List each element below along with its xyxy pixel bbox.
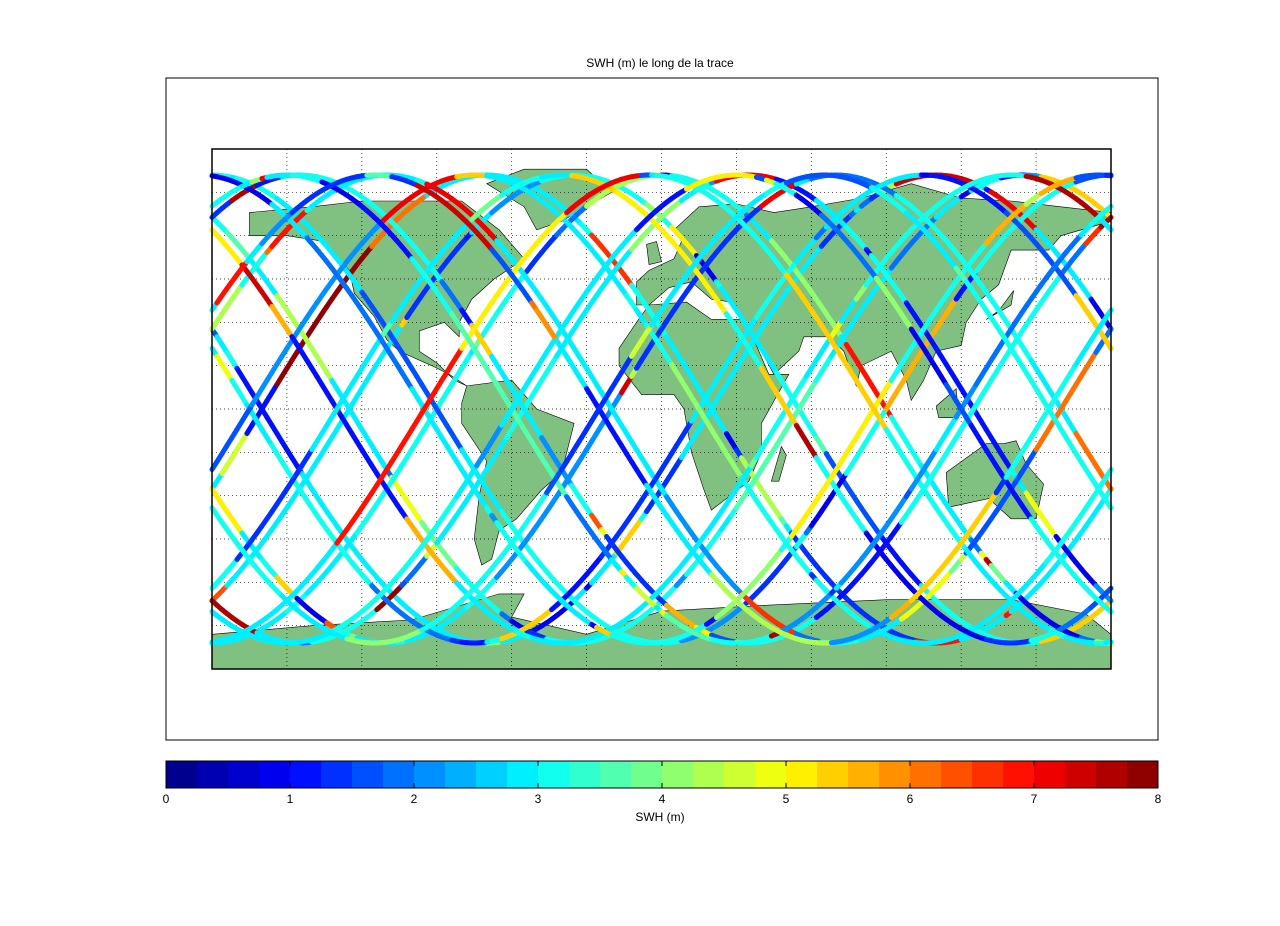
colorbar-swatch (724, 761, 756, 788)
colorbar-swatch (259, 761, 291, 788)
colorbar-swatch (414, 761, 446, 788)
colorbar-tick-label: 2 (411, 792, 418, 806)
chart-title: SWH (m) le long de la trace (586, 56, 734, 70)
colorbar-swatch (910, 761, 942, 788)
colorbar-swatch (879, 761, 911, 788)
colorbar-swatch (1034, 761, 1066, 788)
colorbar-swatch (817, 761, 849, 788)
colorbar-swatch (352, 761, 384, 788)
colorbar-swatch (600, 761, 632, 788)
colorbar-tick-label: 6 (907, 792, 914, 806)
colorbar-swatch (476, 761, 508, 788)
colorbar-tick-label: 4 (659, 792, 666, 806)
colorbar-swatch (197, 761, 229, 788)
colorbar-swatch (383, 761, 415, 788)
colorbar-tick-label: 0 (163, 792, 170, 806)
colorbar-tick-label: 1 (287, 792, 294, 806)
colorbar-label: SWH (m) (635, 810, 684, 824)
colorbar-swatch (1096, 761, 1128, 788)
colorbar-swatch (321, 761, 353, 788)
colorbar-swatch (290, 761, 322, 788)
colorbar-swatch (848, 761, 880, 788)
colorbar-swatch (166, 761, 198, 788)
colorbar-swatch (507, 761, 539, 788)
colorbar-swatch (693, 761, 725, 788)
colorbar-swatch (1003, 761, 1035, 788)
colorbar-swatch (445, 761, 477, 788)
colorbar-tick-label: 3 (535, 792, 542, 806)
colorbar-swatch (941, 761, 973, 788)
colorbar-swatch (538, 761, 570, 788)
colorbar-tick-label: 8 (1155, 792, 1162, 806)
colorbar-swatch (1065, 761, 1097, 788)
colorbar-swatch (972, 761, 1004, 788)
colorbar-swatch (228, 761, 260, 788)
colorbar-swatch (1127, 761, 1159, 788)
colorbar-tick-label: 5 (783, 792, 790, 806)
colorbar-swatch (755, 761, 787, 788)
colorbar-swatch (569, 761, 601, 788)
colorbar-swatch (631, 761, 663, 788)
colorbar-swatch (786, 761, 818, 788)
colorbar-swatch (662, 761, 694, 788)
colorbar-tick-label: 7 (1031, 792, 1038, 806)
